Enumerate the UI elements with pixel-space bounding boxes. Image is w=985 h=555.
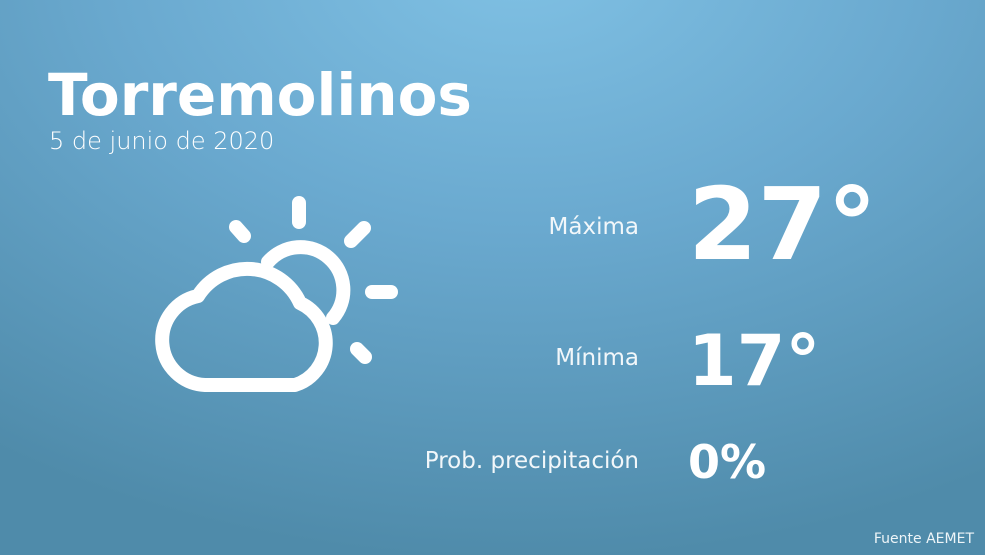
date-label: 5 de junio de 2020 <box>49 127 275 155</box>
sun-ray <box>344 221 371 248</box>
precip-value: 0% <box>688 435 767 489</box>
sun-ray <box>229 220 251 243</box>
max-value: 27° <box>688 166 878 283</box>
cloud-outline <box>155 261 333 392</box>
min-value: 17° <box>688 320 821 402</box>
source-label: Fuente AEMET <box>873 531 974 547</box>
sun-arc <box>261 240 351 325</box>
min-label: Mínima <box>555 345 639 371</box>
sun-ray <box>350 342 372 364</box>
city-title: Torremolinos <box>48 61 472 129</box>
max-label: Máxima <box>548 214 639 240</box>
precip-label: Prob. precipitación <box>424 448 639 474</box>
